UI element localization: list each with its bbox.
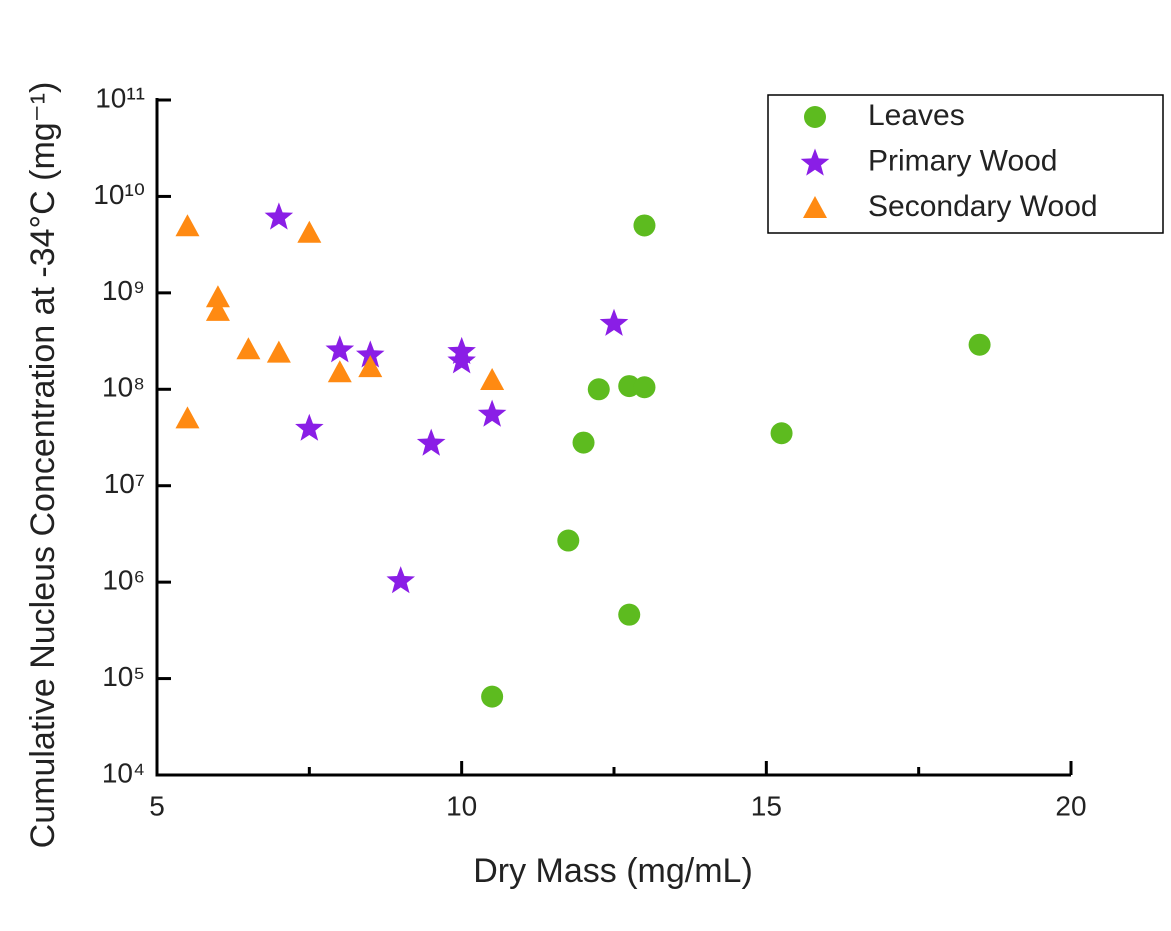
x-tick-label: 10 — [446, 790, 477, 821]
legend-label: Secondary Wood — [868, 190, 1098, 223]
x-axis-label: Dry Mass (mg/mL) — [473, 852, 753, 890]
legend-label: Leaves — [868, 99, 965, 132]
data-point — [297, 220, 322, 243]
data-point — [587, 378, 610, 401]
data-point — [266, 340, 291, 363]
data-point — [264, 202, 294, 230]
y-tick-label: 10⁸ — [102, 372, 145, 403]
legend-marker — [800, 148, 830, 176]
x-tick-label: 5 — [149, 790, 165, 821]
data-point — [633, 214, 656, 237]
legend-marker — [803, 196, 827, 218]
data-point — [175, 214, 200, 237]
data-point — [295, 413, 324, 441]
data-point — [480, 367, 505, 390]
y-tick-label: 10¹⁰ — [93, 179, 145, 210]
data-point — [633, 376, 656, 399]
data-point — [477, 399, 507, 427]
legend-label: Primary Wood — [868, 144, 1058, 177]
data-point — [618, 603, 641, 626]
data-point — [236, 337, 261, 360]
data-point — [205, 298, 230, 321]
y-tick-label: 10⁶ — [102, 565, 145, 596]
y-tick-label: 10⁴ — [102, 757, 145, 788]
data-point — [386, 566, 415, 594]
data-point — [599, 308, 629, 336]
data-point — [358, 355, 383, 378]
y-tick-label: 10⁵ — [102, 661, 145, 692]
data-point — [557, 529, 580, 552]
y-tick-label: 10⁹ — [102, 275, 145, 306]
data-point — [356, 340, 385, 368]
y-tick-label: 10⁷ — [104, 468, 145, 499]
data-point — [481, 685, 504, 708]
y-tick-label: 10¹¹ — [95, 82, 145, 113]
y-axis-label: Cumulative Nucleus Concentration at -34°… — [24, 82, 62, 849]
legend-box — [767, 94, 1164, 234]
data-point — [416, 428, 446, 456]
data-point — [175, 406, 200, 429]
data-point — [572, 431, 595, 454]
x-tick-label: 20 — [1055, 790, 1086, 821]
data-point — [327, 360, 352, 383]
data-point — [968, 333, 991, 356]
data-point — [770, 422, 793, 445]
data-point — [325, 335, 355, 363]
data-point — [447, 346, 476, 374]
legend-marker — [804, 106, 826, 128]
data-point — [205, 285, 230, 308]
x-tick-label: 15 — [751, 790, 782, 821]
